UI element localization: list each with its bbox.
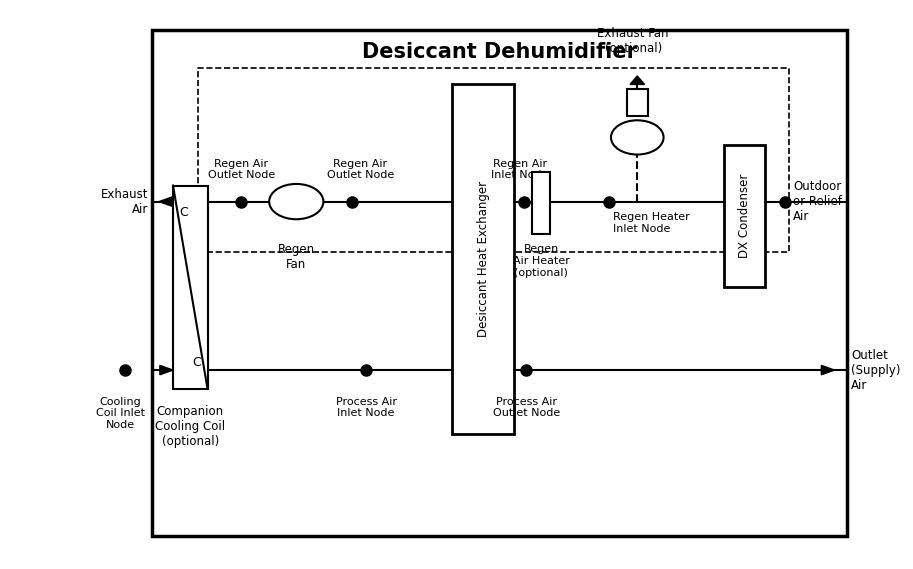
Text: Outdoor
or Relief
Air: Outdoor or Relief Air [793,180,843,223]
Text: Exhaust
Air: Exhaust Air [100,188,148,216]
Text: Regen
Fan: Regen Fan [278,244,315,271]
Text: Regen
Air Heater
(optional): Regen Air Heater (optional) [513,245,570,278]
Polygon shape [822,365,834,375]
Text: Companion
Cooling Coil
(optional): Companion Cooling Coil (optional) [155,405,226,448]
Text: C: C [193,356,201,369]
Polygon shape [630,76,645,84]
Bar [197,68,789,253]
Text: Desiccant Heat Exchanger: Desiccant Heat Exchanger [477,181,489,337]
Text: C: C [179,206,188,219]
Text: Regen Air
Inlet Node: Regen Air Inlet Node [491,159,549,180]
Text: Process Air
Inlet Node: Process Air Inlet Node [336,397,396,418]
Text: Outlet
(Supply)
Air: Outlet (Supply) Air [851,349,900,391]
Bar [627,89,648,116]
Bar [152,31,846,536]
Text: Desiccant Dehumidifier: Desiccant Dehumidifier [362,42,637,62]
Circle shape [269,184,323,219]
Bar [173,185,207,389]
Polygon shape [159,197,173,207]
Text: DX Condenser: DX Condenser [738,174,750,258]
Text: Cooling
Coil Inlet
Node: Cooling Coil Inlet Node [96,397,145,430]
Circle shape [611,120,664,155]
Text: Regen Heater
Inlet Node: Regen Heater Inlet Node [613,212,689,234]
Bar [723,146,764,287]
Text: Regen Air
Outlet Node: Regen Air Outlet Node [327,159,394,180]
Text: Exhaust Fan
(optional): Exhaust Fan (optional) [597,27,669,55]
Text: Process Air
Outlet Node: Process Air Outlet Node [493,397,560,418]
Text: Regen Air
Outlet Node: Regen Air Outlet Node [207,159,275,180]
Bar [532,172,551,234]
Bar [452,84,514,434]
Polygon shape [160,365,173,375]
